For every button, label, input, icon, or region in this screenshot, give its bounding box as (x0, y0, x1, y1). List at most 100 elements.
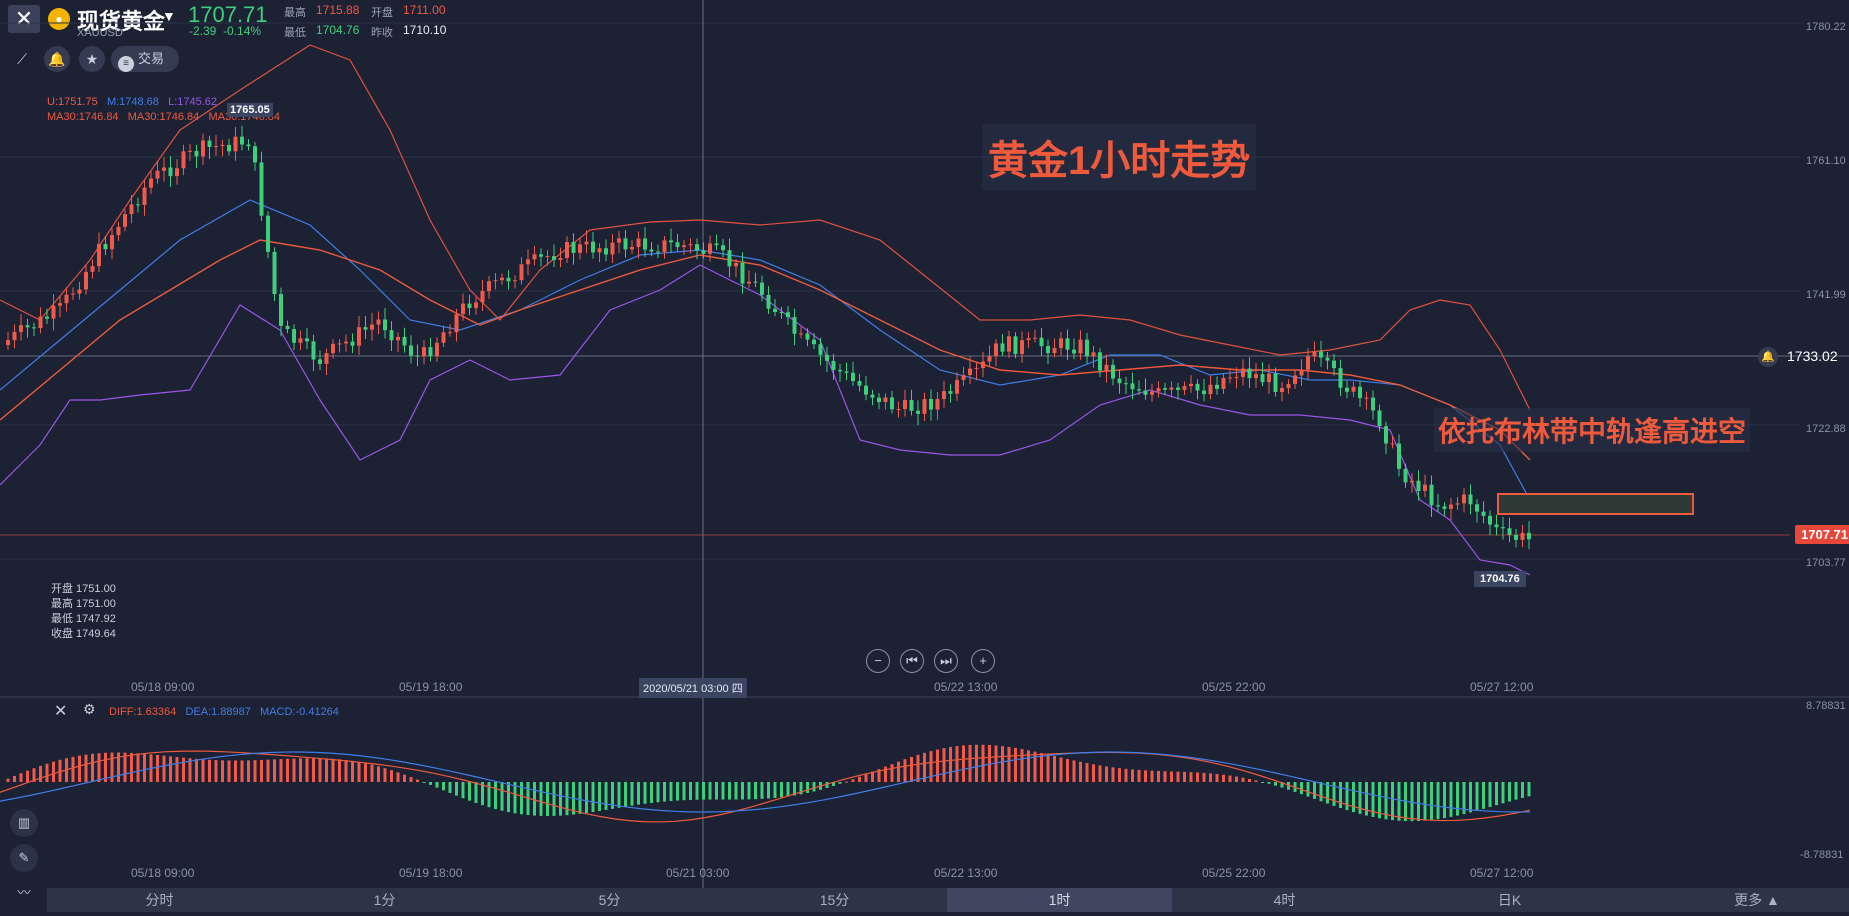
macd-histogram-bar (175, 757, 179, 782)
candles-tool-icon[interactable]: ▥ (10, 809, 38, 837)
candle-body (435, 342, 439, 357)
y-axis-label: 1761.10 (1806, 155, 1846, 167)
jump-end-button[interactable]: ⏭ (934, 649, 958, 673)
macd-histogram-bar (1287, 782, 1290, 790)
close-indicator-icon[interactable]: ✕ (54, 703, 68, 720)
jump-start-button[interactable]: ⏮ (900, 649, 924, 673)
tab-more[interactable]: 更多 ▲ (1697, 888, 1817, 912)
macd-histogram-bar (533, 782, 536, 816)
boll-middle-line (0, 199, 1531, 501)
macd-histogram-bar (123, 752, 127, 782)
chart-grid (0, 0, 1849, 888)
candle-body (708, 243, 712, 254)
zoom-out-button[interactable]: − (866, 649, 890, 673)
candle-body (136, 204, 140, 206)
macd-histogram-bar (702, 782, 705, 800)
candle-body (1247, 368, 1252, 379)
close-button[interactable]: ✕ (8, 5, 40, 33)
candle-body (1156, 388, 1161, 392)
macd-histogram-bar (325, 758, 328, 782)
candle-body (383, 319, 387, 331)
zoom-in-button[interactable]: + (971, 649, 995, 673)
macd-histogram-bar (546, 782, 549, 817)
candle-body (1358, 386, 1362, 399)
open-label: 开盘 (371, 7, 393, 19)
tab-4h[interactable]: 4时 (1273, 892, 1296, 908)
candle-body (240, 136, 244, 145)
macd-histogram-bar (1423, 782, 1427, 821)
candle-body (1065, 338, 1070, 350)
candle-body (779, 312, 784, 314)
trade-button[interactable]: ≡ 交易 (111, 46, 179, 72)
candle-body (552, 256, 556, 260)
macd-histogram-bar (585, 782, 588, 813)
tab-timeshare[interactable]: 分时 (145, 892, 174, 908)
macd-histogram-bar (383, 768, 387, 782)
star-icon[interactable]: ★ (79, 46, 105, 72)
candle-body (45, 316, 49, 319)
candle-body (805, 333, 810, 340)
macd-histogram-bar (520, 782, 523, 815)
tab-1h[interactable]: 1时 (947, 888, 1172, 912)
macd-histogram-bar (923, 752, 926, 782)
macd-histogram-bar (435, 782, 439, 788)
macd-histogram-bar (734, 782, 738, 800)
symbol-name[interactable]: 现货黄金 (77, 9, 166, 34)
candle-body (1208, 384, 1213, 395)
chevron-down-icon[interactable]: ▼ (162, 8, 176, 24)
y-axis-label: 1703.77 (1806, 557, 1846, 569)
macd-histogram-bar (968, 744, 972, 782)
candle-body (1117, 378, 1122, 384)
macd-histogram-bar (422, 782, 426, 783)
macd-histogram-bar (637, 782, 640, 805)
macd-histogram-bar (1352, 782, 1355, 813)
candle-body (513, 280, 517, 282)
candle-body (987, 356, 992, 362)
macd-histogram-bar (1040, 753, 1043, 782)
macd-histogram-bar (1209, 773, 1212, 782)
draw-tool-icon[interactable]: ⟋ (17, 51, 27, 67)
candle-body (1059, 338, 1063, 348)
candle-body (467, 303, 472, 308)
tab-5m[interactable]: 5分 (598, 892, 621, 908)
macd-histogram-bar (266, 759, 270, 782)
candle-body (1429, 484, 1434, 506)
candle-body (1345, 387, 1349, 392)
candle-body (714, 243, 719, 246)
skip-back-icon: ⏮ (906, 653, 918, 668)
macd-legend: DIFF:1.63364 DEA:1.88987 MACD:-0.41264 (109, 706, 339, 718)
tab-1m[interactable]: 1分 (373, 892, 396, 908)
pencil-icon[interactable]: ✎ (10, 844, 38, 872)
tab-daily[interactable]: 日K (1497, 892, 1522, 908)
ohlc-close: 收盘 1749.64 (51, 628, 116, 640)
indicator-icon[interactable]: 〰 (17, 885, 31, 900)
candle-body (747, 281, 751, 284)
candle-body (194, 150, 199, 157)
macd-histogram-bar (624, 782, 627, 807)
bell-icon[interactable]: 🔔 (44, 46, 70, 72)
candle-body (1514, 534, 1518, 540)
candle-body (545, 256, 550, 258)
macd-histogram-bar (1397, 782, 1401, 821)
macd-histogram-bar (26, 770, 29, 782)
alert-bell-icon[interactable]: 🔔 (1758, 347, 1778, 367)
candle-body (19, 325, 23, 332)
candle-body (766, 294, 771, 309)
candle-body (909, 400, 914, 411)
macd-histogram-bar (1469, 782, 1472, 813)
macd-histogram-bar (1124, 768, 1128, 782)
candle-body (675, 242, 680, 248)
candle-body (617, 238, 621, 243)
candle-body (207, 140, 212, 148)
high-marker: 1765.05 (227, 103, 273, 117)
candle-body (1098, 352, 1102, 371)
candle-body (51, 305, 56, 319)
candle-body (838, 369, 842, 372)
macd-histogram-bar (877, 769, 881, 782)
candle-body (740, 263, 745, 284)
macd-histogram-bar (1417, 782, 1420, 821)
tab-15m[interactable]: 15分 (819, 892, 850, 908)
candle-body (591, 241, 595, 253)
settings-icon[interactable]: ⚙ (83, 701, 96, 717)
